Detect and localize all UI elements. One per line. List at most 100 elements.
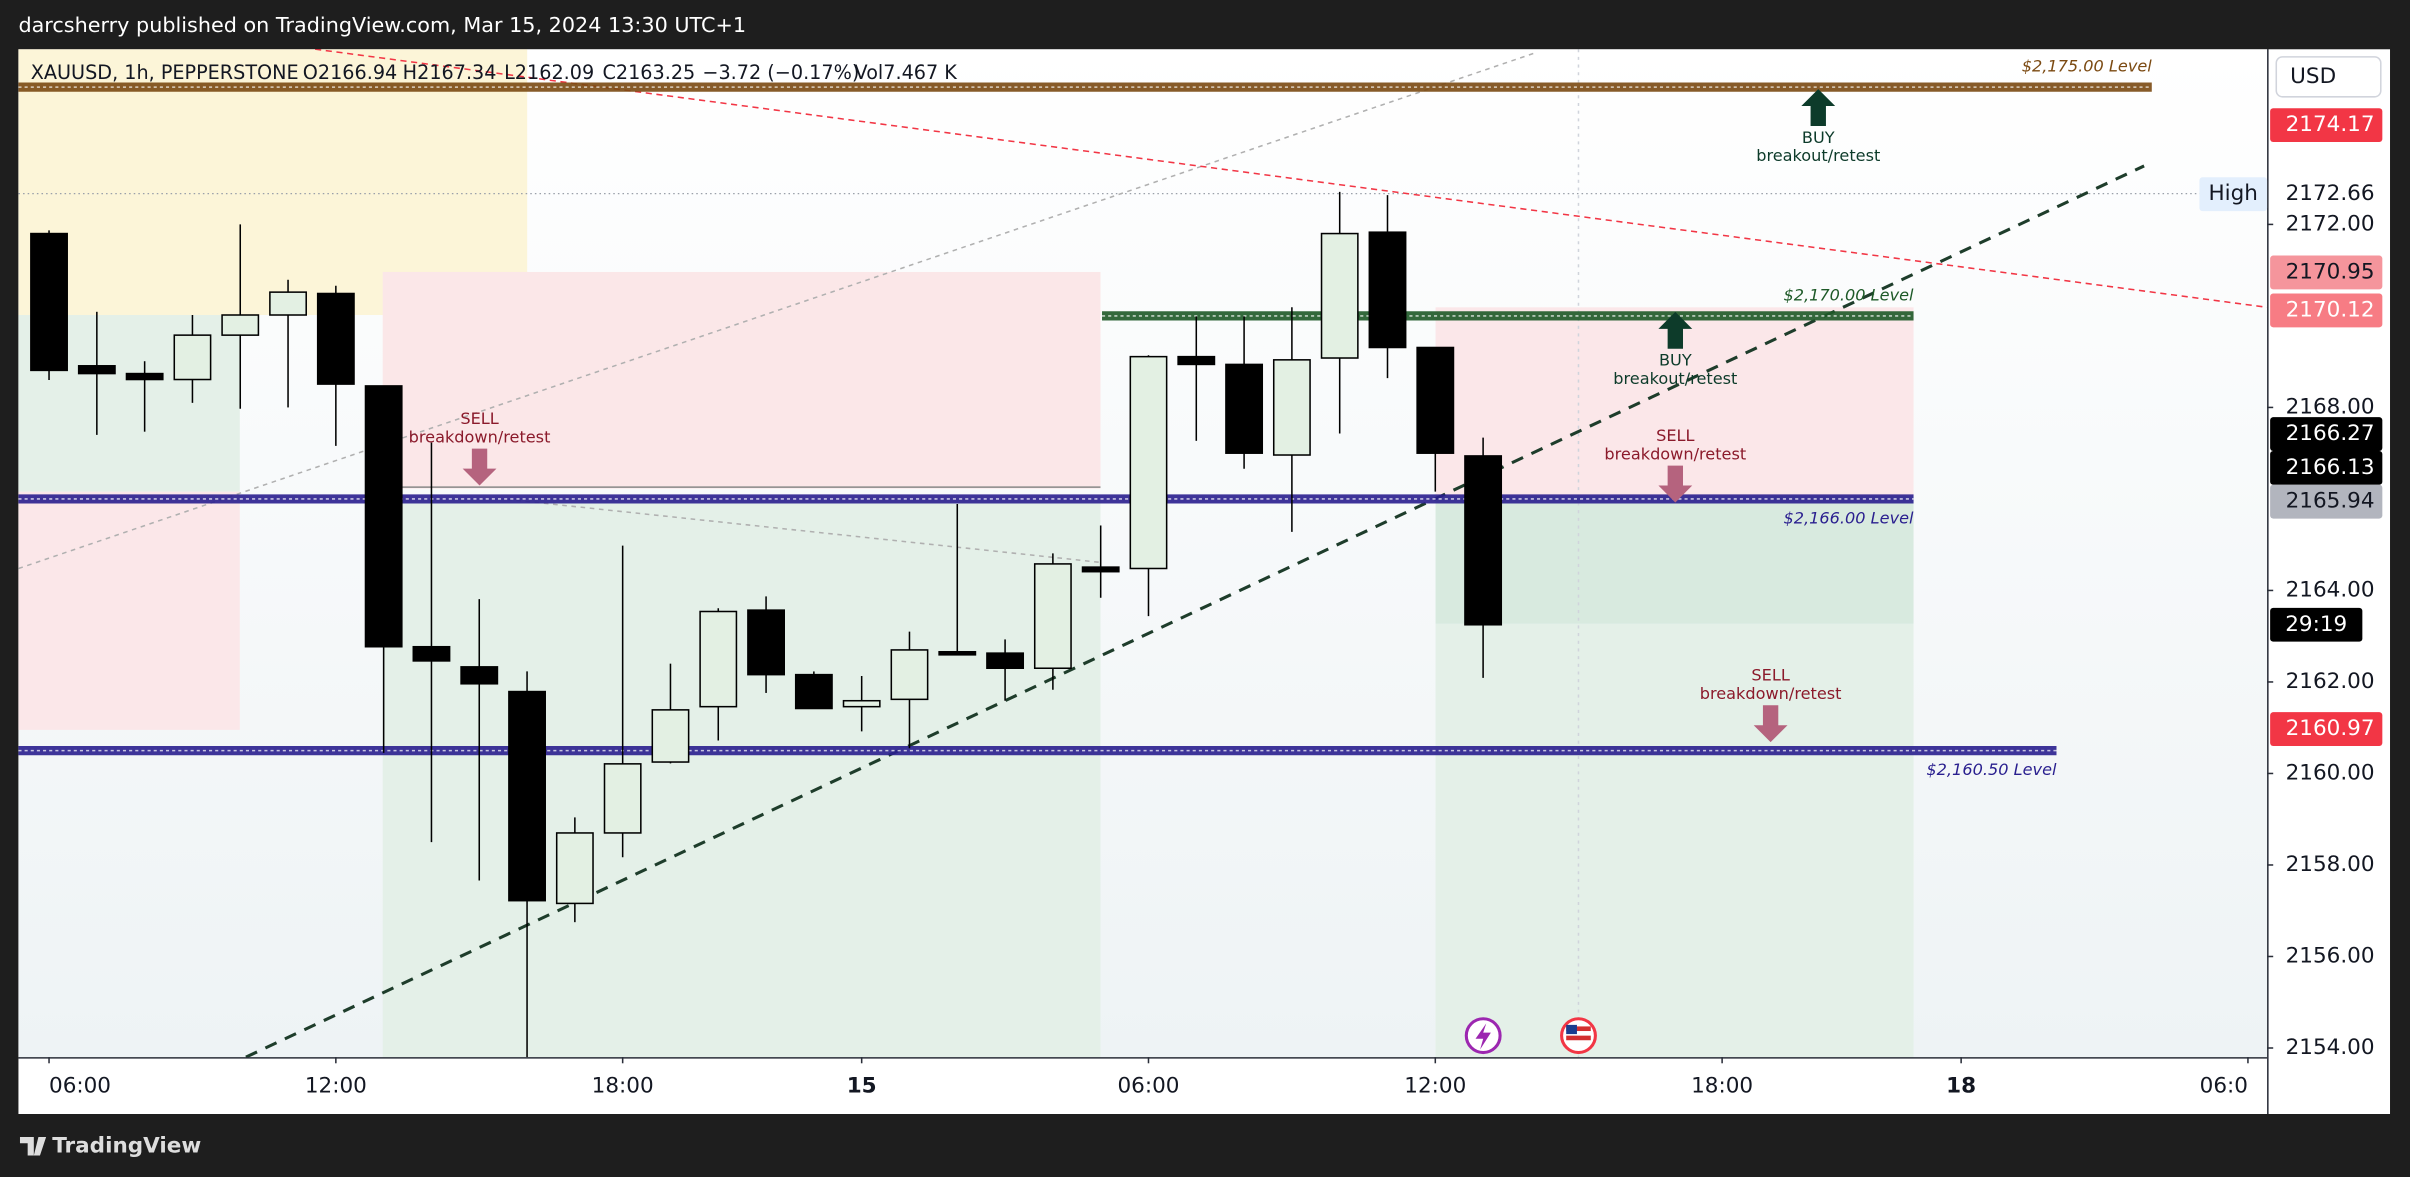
y-tick-label: 2172.00 bbox=[2286, 211, 2375, 236]
price-label: 2170.12 bbox=[2286, 297, 2375, 322]
price-label-box bbox=[2270, 450, 2383, 485]
y-tick-label: 2156.00 bbox=[2286, 943, 2375, 968]
zone bbox=[1435, 623, 1914, 1058]
price-label-box bbox=[2270, 484, 2383, 519]
candle-body bbox=[1464, 455, 1503, 626]
candle-body bbox=[1320, 232, 1359, 359]
candle-body bbox=[221, 314, 260, 336]
levels: $2,175.00 Level $2,170.00 Level $2,166.00 … bbox=[18, 57, 2152, 779]
flag-stripe bbox=[1566, 1026, 1591, 1032]
zone bbox=[1435, 496, 1914, 624]
annotations: BUYbreakout/retestBUYbreakout/retestSELL… bbox=[409, 89, 1880, 743]
annotation-text: breakdown/retest bbox=[409, 427, 551, 446]
countdown-box bbox=[2270, 607, 2363, 642]
x-tick-label: 06:00 bbox=[49, 1073, 111, 1098]
arrow bbox=[1801, 89, 1836, 126]
candle-body bbox=[173, 334, 212, 381]
currency[interactable]: USD bbox=[2290, 64, 2336, 89]
candle-body bbox=[1225, 363, 1264, 454]
candle-body bbox=[1081, 566, 1120, 573]
legend: XAUUSD, 1h, PEPPERSTONE O2166.94 H2167.34 L… bbox=[31, 61, 958, 84]
candle-body bbox=[269, 291, 307, 316]
y-tick-label: 2164.00 bbox=[2286, 577, 2375, 602]
legend-item: H2167.34 bbox=[403, 61, 497, 84]
annotation-title: SELL bbox=[1751, 666, 1789, 685]
zone bbox=[18, 49, 528, 315]
x-tick-label: 12:00 bbox=[305, 1073, 367, 1098]
legend-item: Vol7.467 K bbox=[855, 61, 958, 84]
price-label: 2160.97 bbox=[2286, 716, 2375, 741]
x-tick-label: 15 bbox=[847, 1073, 877, 1098]
x-tick-label: 12:00 bbox=[1404, 1073, 1466, 1098]
candle-body bbox=[364, 385, 403, 648]
legend-item: C2163.25 bbox=[603, 61, 696, 84]
logo bbox=[19, 1137, 47, 1156]
candle-body bbox=[842, 699, 881, 708]
candles bbox=[30, 191, 1503, 1058]
candle-body bbox=[77, 365, 116, 375]
annotation-text: breakdown/retest bbox=[1700, 684, 1842, 703]
candle-body bbox=[603, 763, 642, 834]
candle-body bbox=[1368, 231, 1407, 349]
y-tick-label: 2162.00 bbox=[2286, 669, 2375, 694]
price-label: 2165.94 bbox=[2286, 489, 2375, 514]
high-label-box bbox=[2199, 177, 2268, 212]
flag-canton bbox=[1566, 1024, 1577, 1035]
candle-body bbox=[651, 709, 690, 763]
legend-item: O2166.94 bbox=[303, 61, 397, 84]
price-axis: 2154.00 2156.00 2158.00 2160.00 2162.00 2164.… bbox=[48, 108, 2383, 1098]
candle-body bbox=[1177, 355, 1216, 366]
footer bbox=[0, 1114, 2410, 1177]
price-label: 2170.95 bbox=[2286, 259, 2375, 284]
legend-item: L2162.09 bbox=[504, 61, 594, 84]
arrow bbox=[1753, 705, 1788, 743]
price-label-box bbox=[2270, 417, 2383, 451]
price-label-box bbox=[2270, 712, 2383, 746]
annotation-title: BUY bbox=[1802, 128, 1835, 147]
x-tick-label: 18:00 bbox=[1691, 1073, 1753, 1098]
zone bbox=[382, 271, 1101, 489]
price-label-box bbox=[2270, 293, 2383, 328]
legend-item: −3.72 (−0.17%) bbox=[702, 61, 859, 84]
candle-body bbox=[412, 645, 451, 662]
y-tick-label: 2158.00 bbox=[2286, 852, 2375, 877]
candle-body bbox=[699, 610, 738, 708]
candle-body bbox=[890, 649, 929, 701]
annotation-text: breakout/retest bbox=[1613, 369, 1737, 388]
x-tick-label: 06:0 bbox=[2200, 1073, 2248, 1098]
candle-body bbox=[986, 652, 1025, 670]
countdown: 29:19 bbox=[2285, 612, 2347, 637]
candle-body bbox=[316, 292, 355, 385]
level-label: $2,170.00 Level bbox=[1783, 285, 1914, 304]
annotation-text: breakout/retest bbox=[1756, 146, 1880, 165]
candle-body bbox=[30, 232, 68, 372]
level-label: $2,175.00 Level bbox=[2022, 57, 2153, 76]
price-label-box bbox=[2270, 255, 2383, 290]
candle-body bbox=[1033, 563, 1072, 670]
trend-line bbox=[314, 48, 2268, 309]
annotation-text: breakdown/retest bbox=[1604, 444, 1746, 463]
arrow bbox=[1658, 311, 1693, 349]
brand: TradingView bbox=[52, 1133, 201, 1158]
trend-line bbox=[507, 498, 1101, 564]
candle-body bbox=[938, 650, 977, 656]
candle-body bbox=[125, 372, 164, 381]
header: darcsherry published on TradingView.com,… bbox=[18, 13, 746, 37]
x-tick-label: 06:00 bbox=[1117, 1073, 1179, 1098]
price-label: 2166.13 bbox=[2286, 455, 2375, 480]
x-tick-label: 18 bbox=[1946, 1073, 1976, 1098]
arrow bbox=[462, 448, 497, 486]
top-bar bbox=[0, 0, 2410, 50]
price-label-box bbox=[2270, 108, 2383, 143]
y-tick-label: 2154.00 bbox=[2286, 1035, 2375, 1060]
flag-stripe bbox=[1566, 1035, 1591, 1041]
arrow bbox=[1658, 465, 1693, 503]
candle-body bbox=[460, 666, 499, 685]
currency-button[interactable] bbox=[2275, 56, 2382, 98]
zone bbox=[18, 491, 240, 730]
price-label: 2166.27 bbox=[2286, 421, 2375, 446]
x-tick-label: 18:00 bbox=[592, 1073, 654, 1098]
y-tick-label: 2160.00 bbox=[2286, 760, 2375, 785]
candle-body bbox=[747, 609, 786, 676]
